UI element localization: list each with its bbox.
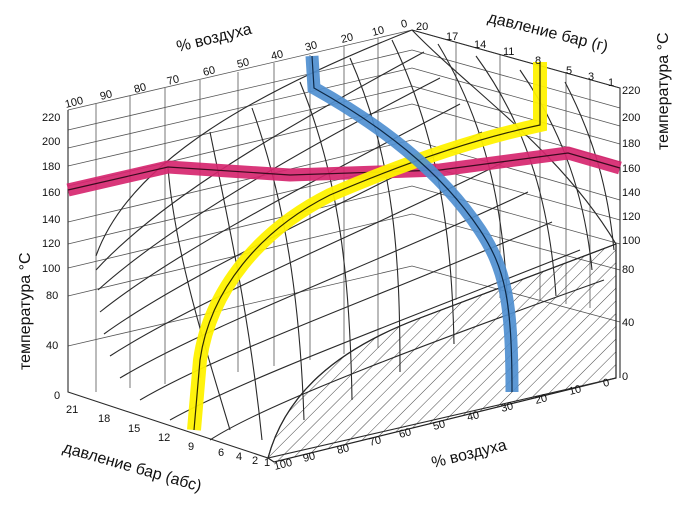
air-top-tick: 100	[64, 95, 85, 111]
temp-right-title: температура °C	[655, 32, 672, 150]
temp-left-tick: 200	[42, 136, 60, 148]
temp-left-tick: 220	[42, 112, 60, 124]
air-top-tick: 40	[270, 48, 285, 63]
air-top-tick: 30	[304, 39, 319, 54]
temp-right-tick: 140	[622, 187, 640, 199]
air-bottom-tick: 30	[500, 400, 515, 415]
temp-left-ticks: 220 200 180 160 140 120 100 80 40 0	[42, 112, 60, 402]
gauge-top-tick: 17	[446, 31, 458, 43]
temp-right-tick: 100	[622, 235, 640, 247]
temp-left-tick: 180	[42, 161, 60, 173]
temp-left-tick: 140	[42, 214, 60, 226]
air-top-tick: 60	[202, 64, 217, 79]
air-bottom-tick: 70	[368, 434, 383, 449]
surface-outline	[67, 29, 621, 459]
pressure-band-line	[193, 62, 541, 431]
temp-right-tick: 120	[622, 211, 640, 223]
air-bottom-tick: 50	[432, 418, 447, 433]
temp-left-tick: 80	[46, 290, 58, 302]
abs-bottom-tick: 18	[98, 413, 110, 425]
temp-right-ticks: 220 200 180 160 140 120 100 80 40 0	[622, 85, 640, 383]
gauge-top-tick: 14	[474, 39, 486, 51]
gauge-top-tick: 5	[566, 65, 572, 77]
temp-left-tick: 160	[42, 187, 60, 199]
gauge-top-tick: 8	[535, 55, 541, 67]
air-bottom-tick: 20	[534, 392, 549, 407]
air-top-ticks: 100 90 80 70 60 50 40 30 20 10 0	[64, 18, 409, 111]
temp-right-tick: 180	[622, 138, 640, 150]
air-bottom-tick: 80	[336, 442, 351, 457]
abs-bottom-tick: 4	[236, 451, 242, 463]
temp-right-tick: 40	[622, 317, 634, 329]
abs-bottom-ticks: 21 18 15 12 9 6 4 2 1	[66, 404, 270, 469]
temp-left-tick: 0	[54, 390, 60, 402]
air-bottom-title: % воздуха	[430, 437, 509, 472]
air-bottom-tick: 60	[398, 426, 413, 441]
air-top-tick: 10	[371, 24, 386, 39]
abs-bottom-tick: 6	[218, 447, 224, 459]
abs-bottom-tick: 2	[252, 455, 258, 467]
temp-right-tick: 200	[622, 112, 640, 124]
air-top-title: % воздуха	[175, 21, 254, 56]
air-bottom-tick: 100	[273, 457, 294, 473]
air-top-tick: 90	[99, 88, 114, 103]
air-bottom-ticks: 100 90 80 70 60 50 40 30 20 10 0	[273, 377, 611, 473]
air-top-tick: 80	[133, 81, 148, 96]
abs-bottom-tick: 15	[128, 423, 140, 435]
abs-bottom-tick: 12	[158, 432, 170, 444]
air-bottom-tick: 10	[568, 383, 583, 398]
air-top-tick: 0	[400, 18, 409, 31]
temp-left-tick: 40	[46, 340, 58, 352]
temp-right-tick: 80	[622, 264, 634, 276]
air-top-tick: 70	[166, 73, 181, 88]
temp-left-title: температура °C	[17, 252, 34, 370]
gauge-top-tick: 1	[608, 77, 614, 89]
temp-right-tick: 220	[622, 85, 640, 97]
gauge-top-tick: 11	[503, 46, 514, 58]
air-band-line	[311, 55, 513, 393]
air-top-tick: 20	[340, 31, 355, 46]
air-bottom-tick: 0	[602, 377, 611, 390]
air-top-tick: 50	[236, 56, 251, 71]
temp-right-tick: 160	[622, 163, 640, 175]
air-bottom-tick: 40	[466, 409, 481, 424]
air-bottom-tick: 90	[302, 450, 317, 465]
abs-bottom-tick: 21	[66, 404, 78, 416]
temp-left-tick: 120	[42, 238, 60, 250]
temp-left-tick: 100	[42, 263, 60, 275]
pressure-abs-title: давление бар (абс)	[61, 440, 203, 496]
abs-bottom-tick: 1	[264, 457, 270, 469]
gauge-top-tick: 3	[588, 71, 594, 83]
abs-bottom-tick: 9	[188, 441, 194, 453]
gauge-top-ticks: 20 17 14 11 8 5 3 1	[416, 21, 614, 89]
gauge-top-tick: 20	[416, 21, 428, 33]
temperature-band-line	[67, 152, 621, 191]
temp-right-tick: 0	[622, 371, 628, 383]
